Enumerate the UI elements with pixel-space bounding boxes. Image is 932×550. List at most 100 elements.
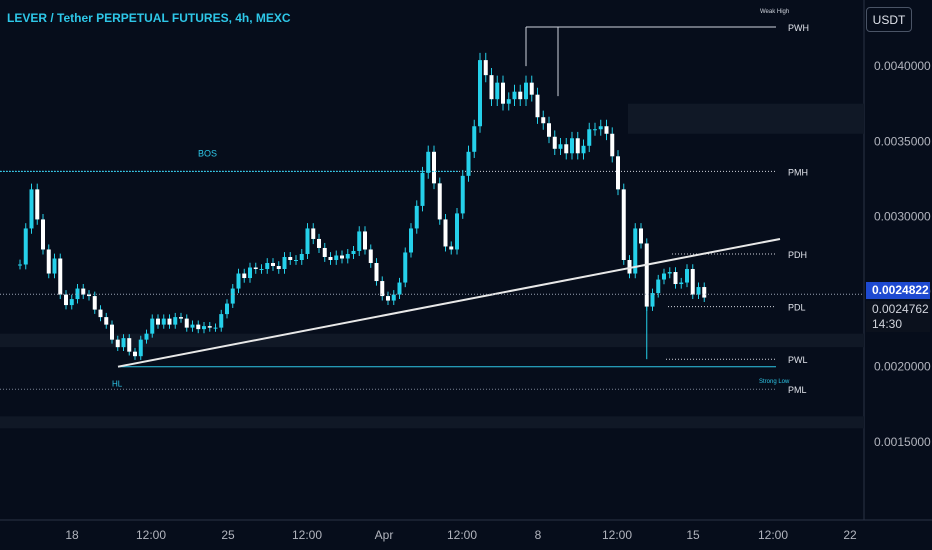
candle-body	[449, 246, 454, 250]
candle-body	[581, 145, 586, 154]
candle-body	[305, 228, 310, 254]
candle-body	[610, 133, 615, 157]
time-tick-label: 12:00	[447, 528, 477, 542]
candle-body	[409, 228, 413, 253]
candle-body	[173, 317, 178, 325]
candle-body	[702, 287, 707, 298]
candle-body	[432, 151, 436, 184]
candle-body	[127, 338, 132, 352]
candle-body	[380, 281, 385, 297]
price-tick-label: 0.0020000	[874, 360, 931, 374]
candle-body	[138, 339, 143, 357]
level-label-pwh: PWH	[788, 23, 809, 33]
candle-body	[52, 258, 57, 274]
candle-body	[58, 258, 63, 295]
candle-body	[391, 294, 396, 301]
candle-body	[322, 247, 327, 257]
time-axis[interactable]: 18 12:00 25 12:00 Apr 12:00 8 12:00 15 12:00 22	[65, 528, 857, 542]
price-tick-label: 0.0035000	[874, 134, 931, 148]
candle-body	[374, 263, 379, 282]
candle-body	[259, 269, 264, 271]
candle-body	[29, 189, 34, 229]
candle-body	[225, 303, 229, 315]
time-tick-label: 12:00	[758, 528, 788, 542]
price-tick-label: 0.0030000	[874, 209, 931, 223]
candle-body	[190, 324, 195, 328]
candle-body	[167, 318, 172, 325]
candle-body	[685, 269, 689, 283]
candle-body	[575, 138, 580, 154]
candle-body	[282, 256, 287, 270]
zones-layer	[0, 103, 864, 429]
price-tick-label: 0.0015000	[874, 435, 931, 449]
candle-body	[69, 299, 74, 306]
level-label-pmh: PMH	[788, 167, 808, 177]
candle-body	[110, 324, 114, 340]
candle-body	[673, 272, 678, 285]
candle-body	[616, 156, 620, 190]
candle-body	[299, 253, 304, 260]
level-label-pdl: PDL	[788, 303, 806, 313]
candle-body	[271, 263, 275, 267]
candle-body	[604, 126, 609, 134]
candle-body	[288, 256, 293, 260]
candle-body	[679, 282, 684, 285]
candle-body	[483, 60, 488, 76]
candle-body	[564, 144, 569, 154]
candle-body	[179, 317, 183, 319]
candle-body	[426, 151, 431, 173]
currency-button[interactable]: USDT	[866, 7, 912, 32]
level-note: Strong Low	[759, 379, 790, 385]
candle-body	[23, 228, 28, 265]
candle-body	[363, 231, 367, 250]
zone-band	[0, 333, 864, 348]
candle-body	[466, 151, 471, 176]
alt-price-badge: 0.0024762 14:30	[866, 301, 930, 332]
candle-body	[403, 252, 408, 283]
candle-body	[489, 75, 494, 100]
bar-countdown: 14:30	[872, 317, 903, 331]
candle-body	[207, 326, 212, 328]
candle-body	[202, 326, 206, 330]
candle-body	[397, 282, 402, 295]
candle-body	[35, 189, 40, 220]
candle-body	[219, 314, 224, 328]
candle-body	[161, 318, 166, 325]
last-price-badge: 0.0024822	[866, 282, 930, 299]
candle-body	[506, 99, 511, 104]
candle-body	[311, 228, 316, 239]
candle-body	[552, 136, 557, 149]
candle-body	[115, 339, 120, 348]
candle-body	[472, 126, 477, 152]
candle-body	[357, 231, 362, 251]
candle-body	[587, 129, 592, 146]
candle-body	[242, 273, 247, 279]
candle-body	[92, 296, 97, 310]
candle-body	[18, 264, 22, 266]
candle-body	[253, 267, 258, 270]
candle-body	[46, 249, 51, 274]
candle-body	[455, 213, 459, 250]
candle-body	[87, 294, 91, 297]
candle-body	[213, 327, 218, 329]
candle-body	[340, 255, 344, 259]
time-tick-label: 8	[535, 528, 542, 542]
candle-body	[650, 293, 655, 307]
candle-body	[236, 273, 241, 289]
candle-body	[368, 249, 373, 264]
candle-body	[317, 238, 321, 248]
candle-body	[662, 273, 666, 280]
price-axis[interactable]: 0.00400000.00350000.00300000.00250000.00…	[874, 59, 931, 449]
candle-body	[512, 91, 517, 100]
candle-body	[276, 266, 281, 270]
candle-body	[524, 82, 528, 100]
candle-body	[598, 126, 603, 130]
candle-body	[334, 255, 339, 260]
candle-body	[121, 338, 126, 348]
candle-body	[667, 272, 672, 274]
zone-band	[628, 103, 864, 134]
chart-title: LEVER / Tether PERPETUAL FUTURES, 4h, ME…	[7, 11, 291, 25]
time-tick-label: Apr	[375, 528, 394, 542]
candle-body	[495, 82, 500, 100]
